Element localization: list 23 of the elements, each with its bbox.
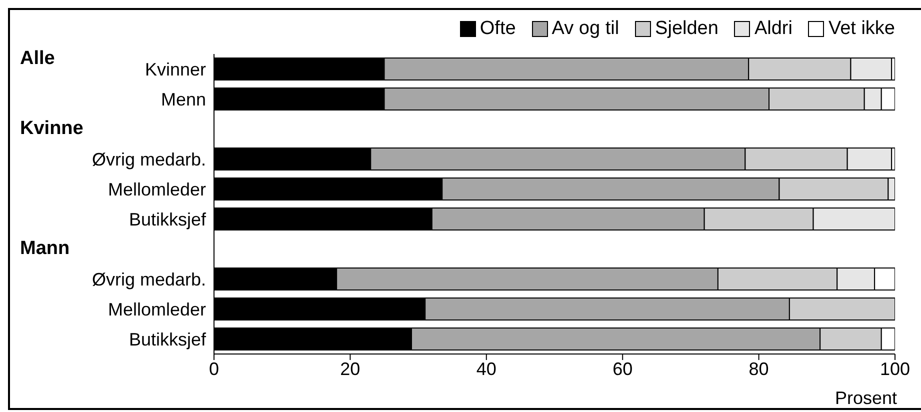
legend-label: Av og til xyxy=(550,18,620,40)
text: Alle xyxy=(20,48,55,70)
x-tick-label: 100 xyxy=(880,358,910,379)
text: Mann xyxy=(20,238,70,260)
x-tick-label: 80 xyxy=(748,358,769,379)
y-tick-label: Øvrig medarb. xyxy=(92,269,206,290)
y-tick-label: Menn xyxy=(160,89,206,110)
x-tick-label: 20 xyxy=(340,358,360,379)
y-tick-label: Butikksjef xyxy=(128,209,207,230)
legend-label: Sjelden xyxy=(654,18,718,40)
y-tick-label: Mellomleder xyxy=(108,179,206,200)
legend-label: Aldri xyxy=(753,18,792,40)
x-axis-title: Prosent xyxy=(834,388,897,408)
legend-label: Ofte xyxy=(478,18,516,40)
text: Kvinne xyxy=(20,118,84,140)
y-tick-label: Mellomleder xyxy=(108,299,206,320)
y-tick-label: Butikksjef xyxy=(128,329,207,350)
x-tick-label: 0 xyxy=(208,358,220,379)
y-tick-label: Øvrig medarb. xyxy=(92,149,206,170)
x-tick-label: 40 xyxy=(476,358,496,379)
legend-label: Vet ikke xyxy=(827,18,895,40)
x-tick-label: 60 xyxy=(612,358,633,379)
y-tick-label: Kvinner xyxy=(144,59,206,80)
